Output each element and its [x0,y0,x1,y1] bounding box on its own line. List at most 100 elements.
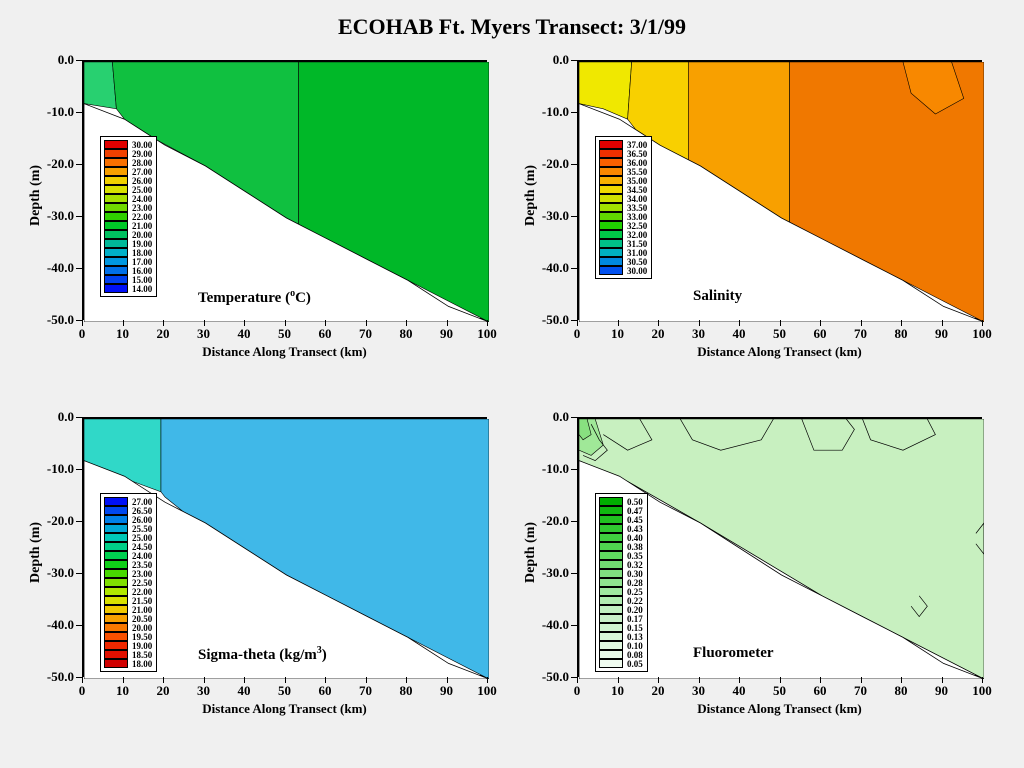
ylabel: Depth (m) [28,165,44,226]
legend-swatch [599,560,623,569]
legend-swatch [104,542,128,551]
xtick: 60 [814,683,827,699]
legend-swatch [104,641,128,650]
legend-label: 37.00 [627,141,647,149]
ytick: -40.0 [533,260,569,276]
legend-swatch [599,239,623,248]
ytick: -50.0 [38,312,74,328]
legend-label: 21.00 [132,222,152,230]
panel-title: Sigma-theta (kg/m3) [198,645,327,664]
legend-label: 0.28 [627,579,643,587]
legend-label: 26.50 [132,507,152,515]
legend-label: 33.50 [627,204,647,212]
legend-swatch [104,194,128,203]
xtick: 0 [79,326,86,342]
ylabel: Depth (m) [28,522,44,583]
legend-swatch [599,515,623,524]
legend-swatch [104,176,128,185]
xtick: 50 [773,683,786,699]
xtick: 70 [359,683,372,699]
legend-swatch [104,632,128,641]
xtick: 30 [197,326,210,342]
ytick: -10.0 [38,461,74,477]
xtick: 50 [278,326,291,342]
panel-temperature: 01020304050607080901000.0-10.0-20.0-30.0… [26,56,503,401]
xtick: 90 [935,683,948,699]
legend-label: 28.00 [132,159,152,167]
xtick: 20 [652,683,665,699]
ytick: -10.0 [533,461,569,477]
legend-swatch [104,284,128,293]
legend-label: 0.10 [627,642,643,650]
legend-swatch [104,239,128,248]
legend-label: 21.50 [132,597,152,605]
xtick: 90 [935,326,948,342]
legend-label: 0.05 [627,660,643,668]
panels-grid: 01020304050607080901000.0-10.0-20.0-30.0… [0,46,1024,766]
legend-swatch [599,248,623,257]
legend-label: 14.00 [132,285,152,293]
legend-swatch [104,140,128,149]
legend-swatch [599,614,623,623]
legend-swatch [104,185,128,194]
xtick: 80 [400,326,413,342]
colorbar-legend: 37.0036.5036.0035.5035.0034.5034.0033.50… [595,136,652,279]
panel-sigma: 01020304050607080901000.0-10.0-20.0-30.0… [26,413,503,758]
xtick: 10 [611,683,624,699]
legend-swatch [104,515,128,524]
legend-swatch [104,533,128,542]
legend-swatch [599,650,623,659]
legend-swatch [104,587,128,596]
legend-swatch [104,614,128,623]
legend-label: 19.00 [132,642,152,650]
legend-swatch [104,230,128,239]
xtick: 90 [440,683,453,699]
xtick: 50 [773,326,786,342]
xtick: 70 [854,326,867,342]
legend-label: 18.00 [132,660,152,668]
legend-label: 26.00 [132,177,152,185]
legend-label: 30.00 [132,141,152,149]
legend-label: 19.00 [132,240,152,248]
legend-label: 0.47 [627,507,643,515]
legend-label: 26.00 [132,516,152,524]
legend-label: 25.50 [132,525,152,533]
legend-label: 31.50 [627,240,647,248]
legend-label: 0.45 [627,516,643,524]
legend-label: 0.20 [627,606,643,614]
legend-label: 30.00 [627,267,647,275]
xtick: 90 [440,326,453,342]
legend-swatch [599,659,623,668]
legend-swatch [104,524,128,533]
legend-swatch [599,569,623,578]
xtick: 80 [895,326,908,342]
xlabel: Distance Along Transect (km) [577,701,982,717]
legend-label: 0.08 [627,651,643,659]
legend-swatch [104,569,128,578]
legend-label: 0.30 [627,570,643,578]
legend-label: 36.50 [627,150,647,158]
legend-swatch [599,497,623,506]
panel-fluor: 01020304050607080901000.0-10.0-20.0-30.0… [521,413,998,758]
legend-swatch [104,605,128,614]
legend-label: 0.50 [627,498,643,506]
xlabel: Distance Along Transect (km) [577,344,982,360]
xtick: 80 [895,683,908,699]
legend-swatch [599,641,623,650]
legend-label: 22.00 [132,213,152,221]
legend-label: 0.43 [627,525,643,533]
legend-label: 20.50 [132,615,152,623]
legend-swatch [599,578,623,587]
legend-swatch [599,506,623,515]
xtick: 30 [692,683,705,699]
xtick: 30 [197,683,210,699]
legend-swatch [104,506,128,515]
legend-label: 21.00 [132,606,152,614]
ytick: 0.0 [38,409,74,425]
xtick: 20 [157,326,170,342]
xtick: 100 [972,683,992,699]
ytick: -50.0 [38,669,74,685]
ytick: -40.0 [38,260,74,276]
legend-label: 18.00 [132,249,152,257]
legend-swatch [599,596,623,605]
